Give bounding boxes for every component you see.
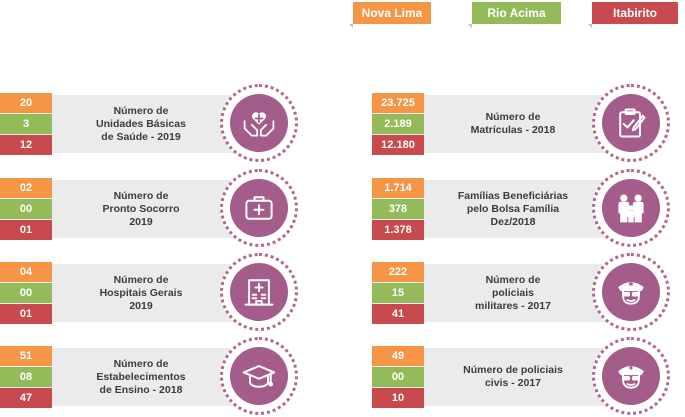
family-icon: [602, 179, 660, 237]
card-label: Número de Estabelecimentos de Ensino - 2…: [96, 357, 186, 396]
value-nova-lima: 23.725: [372, 93, 424, 113]
value-itabirito: 1.378: [372, 220, 424, 240]
value-rio-acima: 3: [0, 114, 52, 134]
card-label: Número de Hospitais Gerais 2019: [99, 273, 183, 312]
card-policiais-militares: 222 15 41 Número de policiais militares …: [372, 253, 682, 331]
value-nova-lima: 04: [0, 262, 52, 282]
icon-ring: [220, 84, 298, 162]
card-hospitais: 04 00 01 Número de Hospitais Gerais 2019: [0, 253, 310, 331]
card-label: Número de Matrículas - 2018: [470, 111, 556, 136]
value-rio-acima: 08: [0, 367, 52, 387]
card-values: 02 00 01: [0, 178, 52, 240]
value-itabirito: 10: [372, 388, 424, 408]
card-bolsa-familia: 1.714 378 1.378 Famílias Beneficiárias p…: [372, 169, 682, 247]
legend-label: Rio Acima: [487, 6, 546, 20]
icon-ring: [592, 169, 670, 247]
health-hands-icon: [230, 94, 288, 152]
hospital-icon: [230, 263, 288, 321]
value-rio-acima: 00: [0, 199, 52, 219]
value-nova-lima: 20: [0, 93, 52, 113]
card-label: Número de Pronto Socorro 2019: [102, 189, 180, 228]
value-itabirito: 01: [0, 304, 52, 324]
value-rio-acima: 15: [372, 283, 424, 303]
value-nova-lima: 51: [0, 346, 52, 366]
card-values: 49 00 10: [372, 346, 424, 408]
card-values: 51 08 47: [0, 346, 52, 408]
card-ensino: 51 08 47 Número de Estabelecimentos de E…: [0, 337, 310, 415]
card-label: Famílias Beneficiárias pelo Bolsa Famíli…: [457, 189, 569, 228]
legend-itabirito: Itabirito: [588, 2, 678, 28]
card-values: 1.714 378 1.378: [372, 178, 424, 240]
card-policiais-civis: 49 00 10 Número de policiais civis - 201…: [372, 337, 682, 415]
legend-nova-lima: Nova Lima: [349, 2, 431, 28]
icon-ring: [592, 337, 670, 415]
value-rio-acima: 2.189: [372, 114, 424, 134]
value-rio-acima: 378: [372, 199, 424, 219]
icon-ring: [220, 337, 298, 415]
icon-ring: [220, 253, 298, 331]
card-values: 23.725 2.189 12.180: [372, 93, 424, 155]
card-label: Número de Unidades Básicas de Saúde - 20…: [96, 104, 186, 143]
card-values: 222 15 41: [372, 262, 424, 324]
first-aid-kit-icon: [230, 179, 288, 237]
value-itabirito: 47: [0, 388, 52, 408]
card-ubs: 20 3 12 Número de Unidades Básicas de Sa…: [0, 84, 310, 162]
card-label: Número de policiais civis - 2017: [463, 364, 563, 389]
value-nova-lima: 1.714: [372, 178, 424, 198]
legend-label: Itabirito: [613, 6, 657, 20]
value-itabirito: 12: [0, 135, 52, 155]
civil-police-icon: [602, 347, 660, 405]
value-rio-acima: 00: [372, 367, 424, 387]
value-itabirito: 41: [372, 304, 424, 324]
value-nova-lima: 02: [0, 178, 52, 198]
value-rio-acima: 00: [0, 283, 52, 303]
graduation-cap-icon: [230, 347, 288, 405]
value-nova-lima: 222: [372, 262, 424, 282]
legend-rio-acima: Rio Acima: [468, 2, 561, 28]
value-itabirito: 01: [0, 220, 52, 240]
card-matriculas: 23.725 2.189 12.180 Número de Matrículas…: [372, 84, 682, 162]
icon-ring: [592, 84, 670, 162]
military-police-icon: [602, 263, 660, 321]
value-itabirito: 12.180: [372, 135, 424, 155]
icon-ring: [592, 253, 670, 331]
value-nova-lima: 49: [372, 346, 424, 366]
legend-label: Nova Lima: [361, 6, 423, 20]
clipboard-icon: [602, 94, 660, 152]
card-values: 04 00 01: [0, 262, 52, 324]
card-label: Número de policiais militares - 2017: [475, 273, 551, 312]
card-values: 20 3 12: [0, 93, 52, 155]
card-pronto-socorro: 02 00 01 Número de Pronto Socorro 2019: [0, 169, 310, 247]
icon-ring: [220, 169, 298, 247]
